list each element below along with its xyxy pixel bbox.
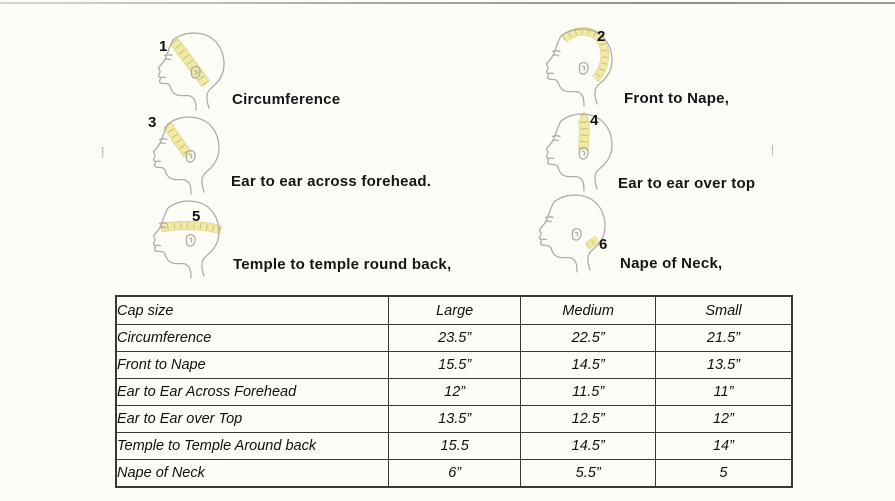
figure-label-nape-of-neck: Nape of Neck, bbox=[620, 255, 723, 272]
value-large: 23.5” bbox=[387, 324, 522, 352]
measuring-tape-band bbox=[169, 37, 211, 88]
value-medium: 5.5” bbox=[520, 459, 656, 488]
table-row-temple-to-temple: Temple to Temple Around back 15.5 14.5” … bbox=[115, 432, 793, 460]
value-large: 15.5” bbox=[387, 351, 522, 379]
ear bbox=[185, 149, 196, 163]
figure-label-ear-to-ear-over-top: Ear to ear over top bbox=[618, 175, 756, 192]
header-small: Small bbox=[654, 295, 793, 325]
row-label: Front to Nape bbox=[115, 351, 389, 379]
cap-size-table: Cap size Large Medium Small Circumferenc… bbox=[115, 295, 793, 488]
header-large: Large bbox=[387, 295, 522, 325]
head-profile-temple-to-temple-illustration: 5 bbox=[152, 200, 223, 279]
measuring-tape-band bbox=[577, 111, 590, 151]
figure-circumference: 1 bbox=[143, 28, 238, 113]
ear bbox=[571, 227, 582, 241]
figure-ear-to-ear-over-top: 4 bbox=[531, 109, 626, 194]
row-label: Ear to Ear Across Forehead bbox=[115, 378, 389, 406]
value-small: 12” bbox=[654, 405, 793, 433]
left-edge-artifact-mark: ] bbox=[101, 146, 105, 158]
table-row-front-to-nape: Front to Nape 15.5” 14.5” 13.5” bbox=[115, 351, 793, 379]
value-large: 6” bbox=[387, 459, 522, 488]
value-large: 13.5” bbox=[387, 405, 522, 433]
table-row-ear-to-ear-over-top: Ear to Ear over Top 13.5” 12.5” 12” bbox=[115, 405, 793, 433]
value-small: 21.5” bbox=[654, 324, 793, 352]
figure-number: 6 bbox=[599, 236, 607, 253]
value-medium: 14.5” bbox=[520, 351, 656, 379]
head-outline bbox=[538, 194, 606, 273]
row-label: Temple to Temple Around back bbox=[115, 432, 389, 460]
value-small: 11” bbox=[654, 378, 793, 406]
figure-label-front-to-nape: Front to Nape, bbox=[624, 90, 730, 107]
head-profile-ear-to-ear-forehead-illustration: 3 bbox=[148, 114, 220, 195]
row-label: Nape of Neck bbox=[115, 459, 389, 488]
table-row-nape-of-neck: Nape of Neck 6” 5.5” 5 bbox=[115, 459, 793, 488]
head-profile-nape-of-neck-illustration: 6 bbox=[538, 194, 607, 273]
right-edge-artifact-mark: | bbox=[771, 144, 774, 156]
figure-temple-to-temple: 5 bbox=[138, 196, 233, 281]
head-outline bbox=[152, 116, 220, 195]
table-header-row: Cap size Large Medium Small bbox=[115, 295, 793, 325]
measuring-tape-band bbox=[561, 27, 609, 83]
figure-number: 1 bbox=[159, 38, 167, 55]
head-outline bbox=[545, 113, 613, 192]
head-outline bbox=[545, 28, 613, 107]
figure-nape-of-neck: 6 bbox=[524, 190, 619, 275]
row-label: Ear to Ear over Top bbox=[115, 405, 389, 433]
figure-label-ear-to-ear-across-forehead: Ear to ear across forehead. bbox=[231, 173, 432, 190]
value-large: 15.5 bbox=[387, 432, 522, 460]
value-medium: 14.5” bbox=[520, 432, 656, 460]
figure-number: 3 bbox=[148, 114, 156, 131]
figure-number: 4 bbox=[590, 112, 599, 129]
head-profile-ear-to-ear-over-top-illustration: 4 bbox=[545, 111, 613, 192]
measuring-tape-band bbox=[584, 235, 601, 250]
ear bbox=[578, 61, 589, 75]
value-small: 5 bbox=[654, 459, 793, 488]
ear bbox=[578, 146, 589, 160]
value-medium: 22.5” bbox=[520, 324, 656, 352]
ear bbox=[185, 233, 196, 247]
figure-ear-to-ear-across-forehead: 3 bbox=[138, 112, 233, 197]
header-medium: Medium bbox=[520, 295, 656, 325]
value-small: 14” bbox=[654, 432, 793, 460]
head-profile-front-to-nape-illustration: 2 bbox=[545, 27, 613, 107]
header-cap-size: Cap size bbox=[115, 295, 389, 325]
figure-front-to-nape: 2 bbox=[531, 24, 626, 109]
table-row-circumference: Circumference 23.5” 22.5” 21.5” bbox=[115, 324, 793, 352]
value-medium: 12.5” bbox=[520, 405, 656, 433]
top-divider-line bbox=[0, 2, 895, 4]
head-profile-circumference-illustration: 1 bbox=[157, 32, 225, 111]
ear bbox=[190, 65, 201, 79]
table-row-ear-to-ear-across-forehead: Ear to Ear Across Forehead 12” 11.5” 11” bbox=[115, 378, 793, 406]
figure-number: 2 bbox=[597, 28, 605, 45]
value-large: 12” bbox=[387, 378, 522, 406]
figure-number: 5 bbox=[192, 208, 200, 225]
measuring-tape-band bbox=[162, 122, 193, 158]
value-small: 13.5” bbox=[654, 351, 793, 379]
value-medium: 11.5” bbox=[520, 378, 656, 406]
figure-label-temple-to-temple: Temple to temple round back, bbox=[233, 256, 452, 273]
head-outline bbox=[152, 200, 220, 279]
measuring-tape-band bbox=[159, 221, 223, 235]
head-outline bbox=[157, 32, 225, 111]
row-label: Circumference bbox=[115, 324, 389, 352]
figure-label-circumference: Circumference bbox=[232, 91, 341, 108]
